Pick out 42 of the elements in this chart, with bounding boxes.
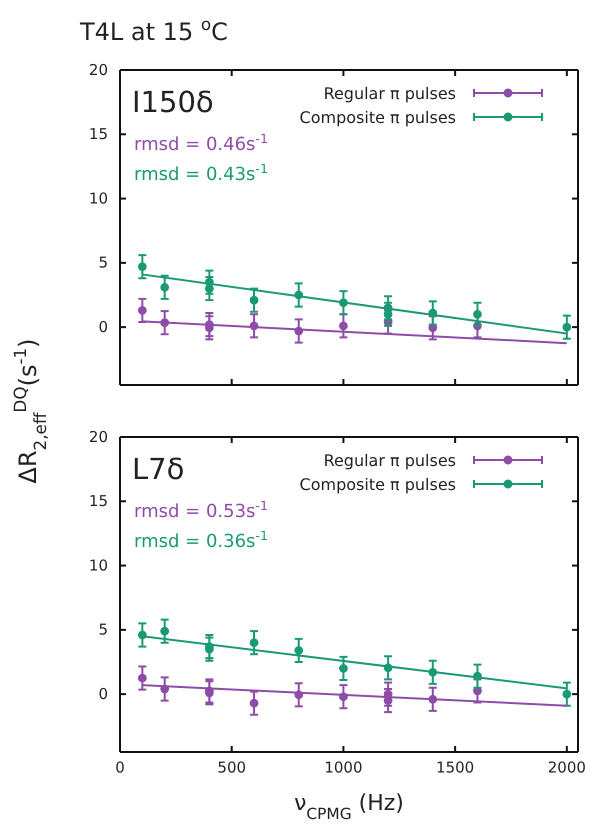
y-tick-label: 10 bbox=[88, 556, 108, 574]
point bbox=[138, 306, 147, 315]
point bbox=[250, 296, 258, 305]
y-tick-label: 15 bbox=[88, 125, 108, 144]
point bbox=[160, 282, 170, 292]
point bbox=[204, 284, 214, 293]
annotation: L7δ bbox=[132, 452, 184, 486]
point bbox=[250, 638, 258, 648]
point bbox=[562, 690, 572, 699]
annotation: rmsd = 0.43s$^{-1}$ bbox=[134, 160, 268, 185]
y-tick-label: 20 bbox=[88, 60, 108, 79]
point bbox=[160, 626, 170, 636]
point bbox=[473, 310, 482, 319]
legend-label: Regular π pulses bbox=[324, 451, 456, 470]
annotation: rmsd = 0.53s$^{-1}$ bbox=[134, 498, 268, 522]
x-tick-label: 0 bbox=[115, 758, 125, 777]
legend-label: Composite π pulses bbox=[300, 475, 456, 494]
y-tick-label: 20 bbox=[88, 428, 108, 446]
x-tick-label: 500 bbox=[217, 758, 246, 777]
x-tick-label: 2000 bbox=[548, 758, 586, 777]
point bbox=[339, 321, 348, 330]
x-axis-title: ν$_{CPMG}$ (Hz) bbox=[294, 791, 404, 823]
point bbox=[138, 262, 147, 272]
x-tick-label: 1500 bbox=[436, 758, 474, 777]
y-tick-label: 10 bbox=[88, 189, 108, 208]
legend-label: Regular π pulses bbox=[324, 84, 456, 103]
annotation: rmsd = 0.46s$^{-1}$ bbox=[134, 130, 268, 155]
chart-title: T4L at 15 $^{o}$C bbox=[79, 14, 228, 46]
point bbox=[250, 698, 258, 708]
legend-label: Composite π pulses bbox=[300, 108, 456, 127]
point bbox=[562, 322, 572, 332]
y-tick-label: 0 bbox=[98, 318, 108, 336]
annotation: I150δ bbox=[132, 85, 214, 119]
y-tick-label: 15 bbox=[88, 492, 108, 510]
point bbox=[138, 674, 147, 682]
point bbox=[339, 664, 348, 673]
point bbox=[294, 646, 304, 655]
y-tick-label: 0 bbox=[98, 684, 108, 703]
y-tick-label: 5 bbox=[98, 254, 108, 272]
x-tick-label: 1000 bbox=[324, 758, 363, 777]
y-tick-label: 5 bbox=[98, 620, 108, 639]
annotation: rmsd = 0.36s$^{-1}$ bbox=[134, 528, 268, 552]
